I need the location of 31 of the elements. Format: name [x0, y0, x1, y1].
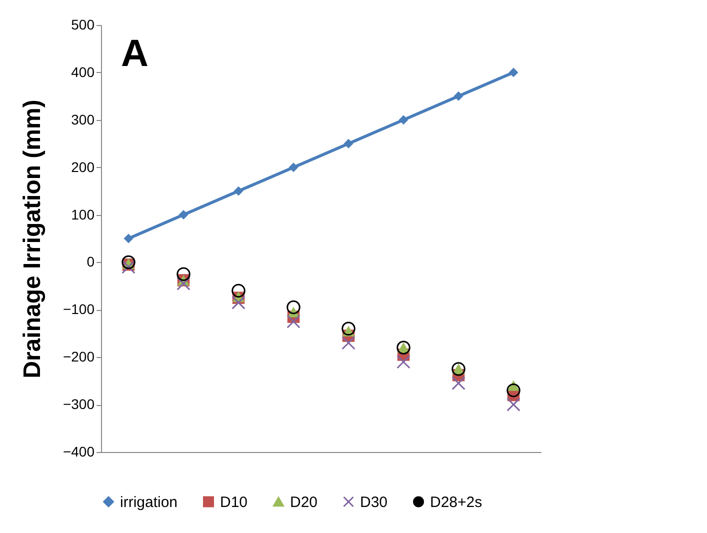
- y-tick-label: −400: [62, 444, 95, 460]
- y-tick-label: 300: [71, 111, 95, 128]
- point: [342, 322, 356, 336]
- y-axis-title: Drainage Irrigation (mm): [18, 100, 46, 378]
- y-tick-label: −200: [62, 348, 95, 365]
- point: [232, 284, 246, 298]
- point: [176, 267, 190, 281]
- annotation: A: [121, 33, 148, 75]
- point: [122, 255, 136, 270]
- point: [122, 260, 136, 274]
- y-tick-label: −300: [62, 396, 95, 412]
- point: [232, 296, 246, 310]
- point: [286, 314, 300, 328]
- point: [342, 336, 356, 350]
- y-tick-label: 400: [71, 64, 95, 80]
- y-tick-label: 0: [86, 254, 95, 270]
- legend-label: D10: [220, 494, 248, 511]
- legend-label: D20: [290, 494, 318, 511]
- legend-label: irrigation: [120, 494, 178, 511]
- y-tick-label: 500: [71, 16, 95, 32]
- legend-label: D30: [360, 494, 388, 511]
- y-tick-label: −100: [62, 301, 95, 318]
- point: [176, 276, 190, 290]
- point: [506, 383, 520, 398]
- legend-label: D28+2s: [430, 494, 482, 511]
- point: [286, 300, 300, 314]
- point: [506, 398, 520, 412]
- point: [452, 376, 466, 390]
- y-tick-label: 200: [71, 158, 95, 175]
- point: [396, 354, 410, 369]
- y-tick-label: 100: [71, 206, 95, 222]
